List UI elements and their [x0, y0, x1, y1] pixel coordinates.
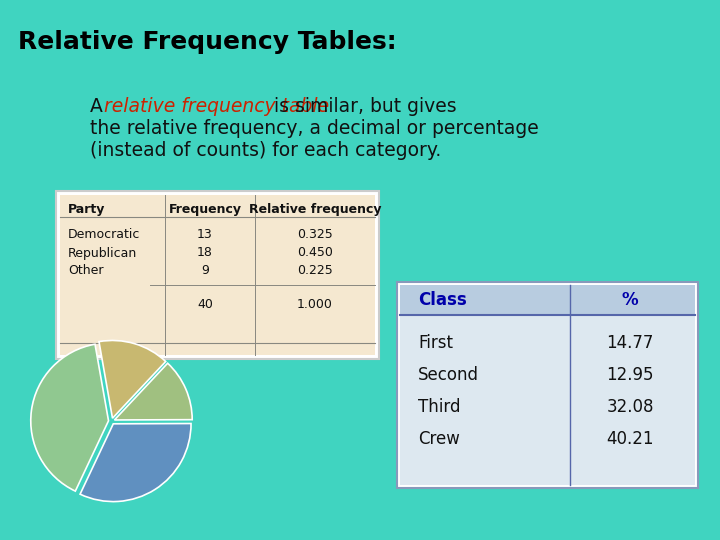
Text: Other: Other: [68, 265, 104, 278]
Text: Relative Frequency Tables:: Relative Frequency Tables:: [18, 30, 397, 54]
Text: First: First: [418, 334, 453, 352]
Wedge shape: [99, 340, 166, 418]
Text: 12.95: 12.95: [606, 366, 654, 384]
FancyBboxPatch shape: [397, 282, 698, 488]
Text: 40: 40: [197, 299, 213, 312]
Text: (instead of counts) for each category.: (instead of counts) for each category.: [90, 141, 441, 160]
FancyBboxPatch shape: [56, 191, 379, 359]
Text: %: %: [621, 291, 639, 309]
Text: 0.325: 0.325: [297, 228, 333, 241]
Text: relative frequency table: relative frequency table: [104, 97, 329, 116]
Text: Relative frequency: Relative frequency: [248, 202, 382, 215]
Text: 0.450: 0.450: [297, 246, 333, 260]
Text: 1.000: 1.000: [297, 299, 333, 312]
Text: 0.225: 0.225: [297, 265, 333, 278]
Text: Third: Third: [418, 398, 461, 416]
Text: Party: Party: [68, 202, 105, 215]
Text: Republican: Republican: [68, 246, 138, 260]
Text: 18: 18: [197, 246, 213, 260]
Text: is similar, but gives: is similar, but gives: [268, 97, 456, 116]
Text: Second: Second: [418, 366, 479, 384]
Text: 14.77: 14.77: [606, 334, 654, 352]
Wedge shape: [114, 363, 192, 420]
Text: Class: Class: [418, 291, 467, 309]
FancyBboxPatch shape: [400, 285, 695, 485]
Text: the relative frequency, a decimal or percentage: the relative frequency, a decimal or per…: [90, 119, 539, 138]
Wedge shape: [31, 344, 109, 491]
Text: A: A: [90, 97, 109, 116]
Wedge shape: [80, 423, 191, 502]
Text: Frequency: Frequency: [168, 202, 241, 215]
FancyBboxPatch shape: [60, 195, 375, 355]
Text: 40.21: 40.21: [606, 430, 654, 448]
Text: Democratic: Democratic: [68, 228, 140, 241]
Text: 32.08: 32.08: [606, 398, 654, 416]
Text: 9: 9: [201, 265, 209, 278]
Text: 13: 13: [197, 228, 213, 241]
FancyBboxPatch shape: [400, 285, 695, 315]
Text: Crew: Crew: [418, 430, 460, 448]
